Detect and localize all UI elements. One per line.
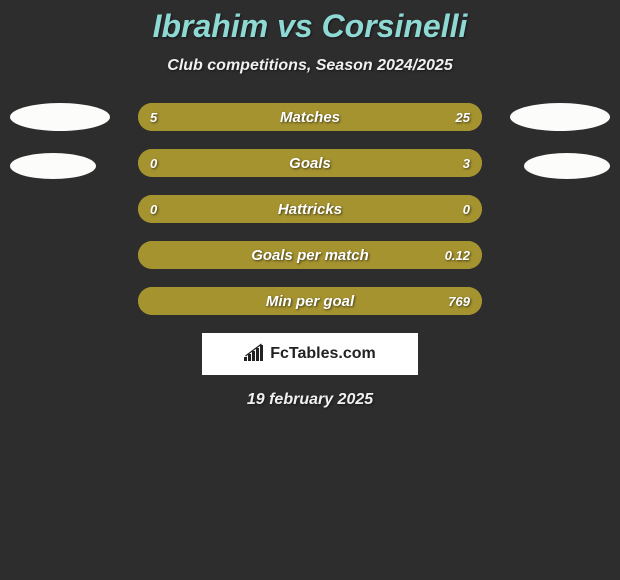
player-ellipse: [510, 103, 610, 131]
stat-label: Min per goal: [138, 287, 482, 315]
left-player-shapes: [10, 103, 120, 193]
comparison-content: 525Matches 03Goals 00Hattricks 0.12Goals pe…: [0, 103, 620, 409]
stat-row: 0.12Goals per match: [138, 241, 482, 269]
comparison-subtitle: Club competitions, Season 2024/2025: [0, 57, 620, 75]
stat-label: Goals per match: [138, 241, 482, 269]
stat-row: 00Hattricks: [138, 195, 482, 223]
brand-badge: FcTables.com: [202, 333, 418, 375]
stat-row: 525Matches: [138, 103, 482, 131]
stat-row: 03Goals: [138, 149, 482, 177]
right-player-shapes: [500, 103, 610, 193]
comparison-date: 19 february 2025: [0, 391, 620, 409]
player-ellipse: [10, 103, 110, 131]
brand-text: FcTables.com: [270, 345, 376, 363]
player-ellipse: [524, 153, 610, 179]
stat-row: 769Min per goal: [138, 287, 482, 315]
stat-label: Hattricks: [138, 195, 482, 223]
comparison-title: Ibrahim vs Corsinelli: [0, 0, 620, 45]
stat-label: Matches: [138, 103, 482, 131]
stat-label: Goals: [138, 149, 482, 177]
player-ellipse: [10, 153, 96, 179]
stat-bars: 525Matches 03Goals 00Hattricks 0.12Goals pe…: [138, 103, 482, 315]
brand-chart-icon: [244, 343, 266, 366]
